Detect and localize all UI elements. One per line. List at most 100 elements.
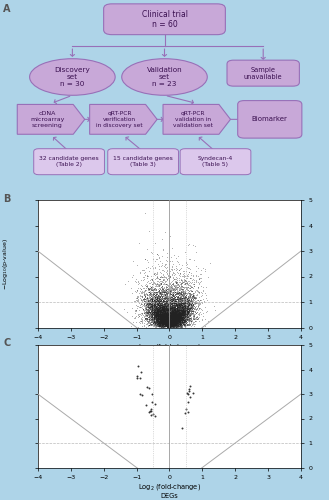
Point — [160, 313, 165, 321]
Point — [177, 308, 182, 316]
Point — [172, 314, 178, 322]
Point — [184, 312, 190, 320]
Point — [186, 314, 191, 322]
Point — [170, 317, 175, 325]
Point — [173, 316, 179, 324]
Point — [166, 315, 171, 323]
Point — [165, 300, 171, 308]
Point — [175, 296, 181, 304]
Point — [172, 307, 177, 315]
Point — [171, 305, 176, 313]
Point — [162, 317, 167, 325]
Point — [177, 312, 183, 320]
Point — [177, 318, 182, 326]
Point — [169, 316, 174, 324]
Point — [165, 322, 170, 330]
Point — [155, 322, 160, 330]
Point — [174, 316, 180, 324]
Point — [162, 309, 167, 317]
Point — [178, 278, 183, 286]
Point — [166, 307, 171, 315]
Point — [180, 316, 186, 324]
Point — [167, 310, 173, 318]
Point — [160, 306, 165, 314]
Point — [153, 317, 158, 325]
Point — [173, 310, 178, 318]
Point — [154, 320, 160, 328]
Point — [181, 320, 186, 328]
Point — [167, 320, 172, 328]
Point — [177, 303, 182, 311]
Point — [175, 294, 180, 302]
Point — [167, 322, 173, 330]
Point — [169, 318, 174, 326]
Point — [163, 312, 168, 320]
Point — [151, 285, 157, 293]
Point — [165, 314, 170, 322]
Point — [184, 299, 189, 307]
Point — [150, 319, 156, 327]
Point — [169, 291, 174, 299]
Point — [174, 301, 180, 309]
Point — [162, 317, 167, 325]
Point — [152, 300, 158, 308]
Point — [175, 308, 181, 316]
Point — [168, 320, 174, 328]
Point — [181, 308, 187, 316]
Point — [148, 304, 154, 312]
Point — [179, 299, 184, 307]
Point — [163, 310, 168, 318]
Point — [152, 314, 158, 322]
Point — [154, 307, 159, 315]
Point — [169, 318, 174, 326]
Point — [173, 306, 178, 314]
Point — [172, 316, 177, 324]
Point — [176, 318, 181, 326]
Point — [159, 319, 164, 327]
Point — [167, 322, 172, 330]
Point — [164, 317, 170, 325]
Point — [166, 322, 171, 330]
Point — [157, 302, 162, 310]
Point — [164, 308, 169, 316]
Point — [180, 316, 185, 324]
Point — [170, 319, 176, 327]
Point — [171, 314, 176, 322]
Point — [158, 293, 163, 301]
Point — [182, 302, 187, 310]
Point — [176, 314, 181, 322]
Point — [155, 296, 160, 304]
Point — [154, 302, 160, 310]
Point — [148, 285, 153, 293]
Point — [168, 300, 173, 308]
Point — [164, 323, 170, 331]
Point — [182, 298, 187, 306]
Point — [171, 315, 176, 323]
Point — [157, 315, 162, 323]
Point — [174, 304, 180, 312]
Point — [158, 310, 163, 318]
Point — [168, 316, 173, 324]
Point — [178, 304, 184, 312]
Point — [159, 306, 164, 314]
Point — [174, 311, 179, 319]
Point — [168, 318, 174, 326]
Point — [164, 291, 169, 299]
Point — [164, 268, 169, 276]
Point — [184, 294, 189, 302]
Point — [178, 310, 184, 318]
Point — [194, 308, 200, 316]
Point — [145, 313, 151, 321]
Point — [157, 315, 162, 323]
Point — [169, 305, 174, 313]
Point — [182, 322, 187, 330]
Point — [152, 280, 157, 288]
Point — [166, 318, 171, 326]
Point — [154, 304, 159, 312]
Point — [169, 320, 174, 328]
Point — [175, 306, 180, 314]
Point — [168, 320, 173, 328]
Point — [178, 300, 183, 308]
Point — [161, 304, 166, 312]
Point — [173, 306, 179, 314]
